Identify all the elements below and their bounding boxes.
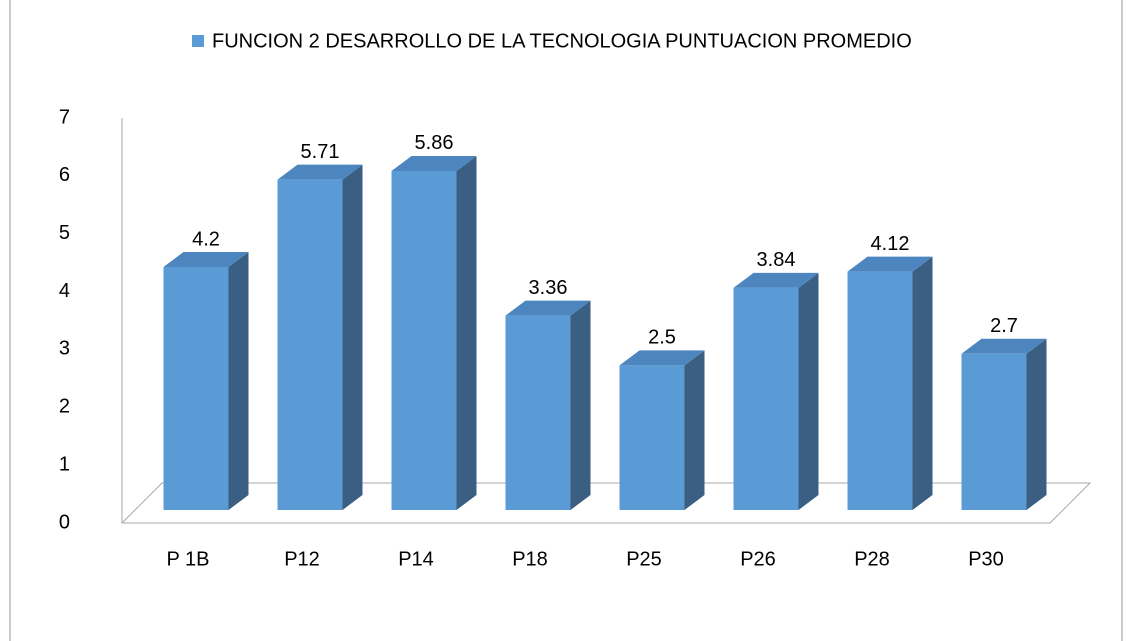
x-tick-label: P14 xyxy=(398,548,434,570)
bar-side xyxy=(570,300,591,510)
bar-front xyxy=(733,287,799,510)
bar-side xyxy=(912,256,933,510)
bar xyxy=(277,164,363,510)
bar-side xyxy=(228,252,249,510)
bar-side xyxy=(456,155,477,510)
data-label: 2.5 xyxy=(648,327,676,349)
data-label: 5.71 xyxy=(301,141,340,163)
bar-side xyxy=(1026,338,1047,510)
bar-top xyxy=(961,338,1047,354)
x-tick-label: P12 xyxy=(284,548,320,570)
bar xyxy=(961,338,1047,510)
bar-top xyxy=(733,272,819,288)
bar-top xyxy=(847,256,933,272)
bar-side xyxy=(798,272,819,510)
bar xyxy=(163,252,249,510)
bar-side xyxy=(684,350,705,510)
x-tick-label: P26 xyxy=(740,548,776,570)
bar-front xyxy=(391,170,457,510)
bar-top xyxy=(391,155,477,171)
x-tick-label: P25 xyxy=(626,548,662,570)
bar-top xyxy=(619,350,705,366)
legend-swatch xyxy=(192,35,204,47)
floor xyxy=(120,482,1092,524)
y-tick-label: 1 xyxy=(59,453,70,475)
x-tick-label: P28 xyxy=(854,548,890,570)
y-tick-label: 6 xyxy=(59,164,70,186)
data-label: 5.86 xyxy=(415,132,454,154)
bar xyxy=(619,350,705,510)
bar-front xyxy=(163,267,229,510)
data-label: 4.12 xyxy=(871,233,910,255)
bar-front xyxy=(619,365,685,510)
data-label: 3.36 xyxy=(529,277,568,299)
data-label: 3.84 xyxy=(757,249,796,271)
y-tick-label: 2 xyxy=(59,396,70,418)
bar-top xyxy=(163,252,249,267)
y-tick-label: 3 xyxy=(59,338,70,360)
bar-front xyxy=(505,315,571,510)
legend-label: FUNCION 2 DESARROLLO DE LA TECNOLOGIA PU… xyxy=(212,30,912,52)
bar-side xyxy=(342,164,363,510)
bar-front xyxy=(847,271,913,510)
bar-top xyxy=(505,300,591,316)
y-tick-label: 4 xyxy=(59,280,70,302)
bar-front xyxy=(961,353,1027,510)
bar xyxy=(505,300,591,510)
x-tick-label: P18 xyxy=(512,548,548,570)
y-tick-label: 7 xyxy=(59,106,70,128)
bar xyxy=(847,256,933,510)
data-label: 2.7 xyxy=(990,315,1018,337)
x-tick-label: P30 xyxy=(968,548,1004,570)
bar-top xyxy=(277,164,363,180)
y-tick-label: 0 xyxy=(59,511,70,533)
bar xyxy=(733,272,819,510)
bar xyxy=(391,155,477,510)
x-tick-label: P 1B xyxy=(167,548,210,570)
bar-front xyxy=(277,179,343,510)
data-label: 4.2 xyxy=(192,228,220,250)
y-tick-label: 5 xyxy=(59,222,70,244)
